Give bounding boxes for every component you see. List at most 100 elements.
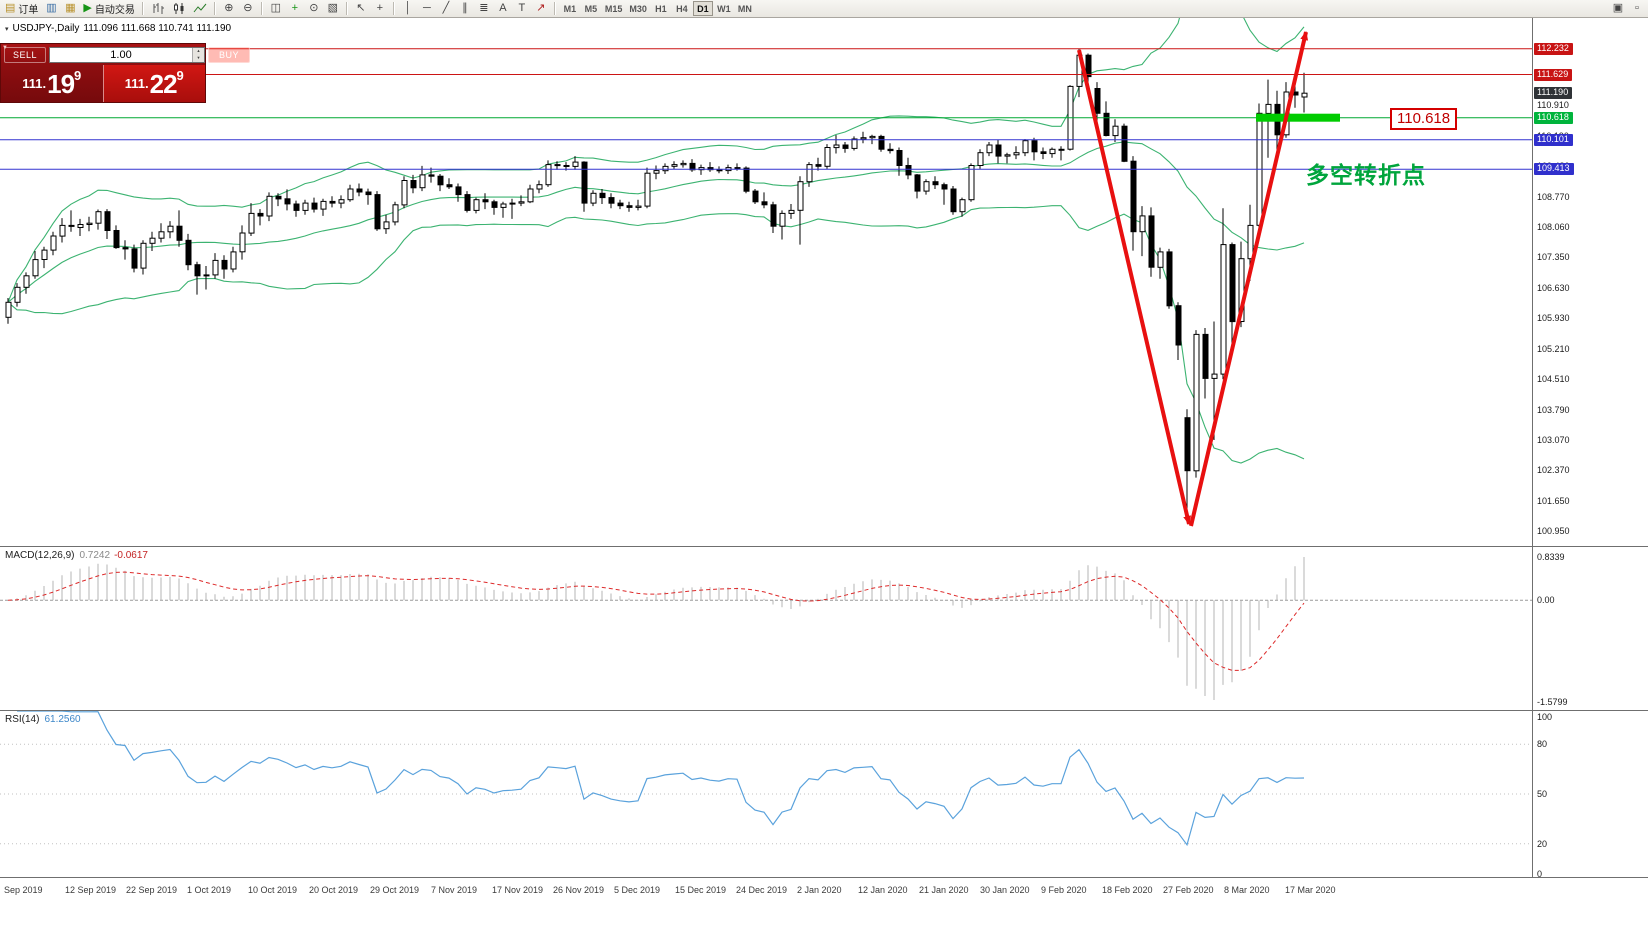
- symbol-marker-icon: ▾: [5, 25, 9, 33]
- macd-chart[interactable]: [0, 547, 1532, 710]
- charts-grid-button[interactable]: ▥: [42, 1, 60, 17]
- periods-button[interactable]: ⊙: [305, 1, 323, 17]
- time-axis-label: 30 Jan 2020: [980, 885, 1030, 895]
- time-axis-label: 24 Dec 2019: [736, 885, 788, 895]
- macd-scale-zero: 0.00: [1537, 595, 1555, 606]
- trendline-tool-button[interactable]: ╱: [437, 1, 455, 17]
- candlestick-chart-button[interactable]: [169, 1, 189, 17]
- rsi-panel: RSI(14) 61.2560 100 80 50 20 0: [0, 710, 1648, 879]
- minimize-window-button[interactable]: ▫: [1628, 1, 1646, 17]
- macd-histogram: [16, 557, 1305, 700]
- sell-price-prefix: 111.: [22, 76, 47, 91]
- timeframe-button-mn[interactable]: MN: [735, 1, 755, 16]
- autotrading-button[interactable]: ▶ 自动交易: [80, 1, 137, 17]
- timeframe-button-h4[interactable]: H4: [672, 1, 692, 16]
- time-axis-label: 17 Nov 2019: [492, 885, 544, 895]
- price-chart[interactable]: [0, 18, 1532, 546]
- zoom-out-button[interactable]: ⊖: [239, 1, 257, 17]
- text-tool-button[interactable]: A: [494, 1, 512, 17]
- sell-price[interactable]: 111. 19 9: [1, 65, 104, 102]
- price-level-tag: 110.618: [1534, 111, 1573, 124]
- price-scale[interactable]: 110.910110.190109.480108.770108.060107.3…: [1532, 18, 1648, 546]
- fibonacci-tool-button[interactable]: ≣: [475, 1, 493, 17]
- rsi-tick: 50: [1537, 789, 1548, 799]
- profiles-icon: ▦: [65, 2, 76, 14]
- panel-collapse-icon[interactable]: ▼: [2, 45, 8, 51]
- lot-size-control: ▲ ▼: [49, 46, 205, 63]
- timeframe-button-m15[interactable]: M15: [602, 1, 626, 16]
- trend-arrow-up[interactable]: [1189, 31, 1309, 527]
- time-axis-label: 15 Dec 2019: [675, 885, 727, 895]
- time-axis-label: 12 Sep 2019: [65, 885, 117, 895]
- channel-tool-button[interactable]: ∥: [456, 1, 474, 17]
- timeframe-button-m1[interactable]: M1: [560, 1, 580, 16]
- price-level-tag: 109.413: [1534, 163, 1574, 176]
- macd-label: MACD(12,26,9) 0.7242 -0.0617: [5, 550, 148, 561]
- new-order-button[interactable]: ▤ 订单: [2, 1, 41, 17]
- time-axis-label: 12 Jan 2020: [858, 885, 908, 895]
- vertical-line-icon: │: [404, 2, 412, 14]
- time-axis-label: 27 Feb 2020: [1163, 885, 1214, 895]
- time-axis[interactable]: Sep 2019 12 Sep 2019 22 Sep 2019 1 Oct 2019…: [0, 879, 1648, 942]
- tile-windows-button[interactable]: ◫: [267, 1, 285, 17]
- candlestick-chart-icon: [173, 3, 184, 14]
- lot-size-input[interactable]: [50, 47, 192, 62]
- rsi-scale[interactable]: 100 80 50 20 0: [1532, 711, 1648, 879]
- timeframe-button-h1[interactable]: H1: [651, 1, 671, 16]
- price-tick: 108.060: [1537, 222, 1570, 233]
- bar-chart-button[interactable]: [148, 1, 168, 17]
- rsi-chart[interactable]: [0, 711, 1532, 877]
- periods-clock-icon: ⊙: [309, 2, 319, 14]
- time-axis-label: 21 Jan 2020: [919, 885, 969, 895]
- label-tool-button[interactable]: T: [513, 1, 531, 17]
- cursor-icon: ↖: [356, 2, 366, 14]
- sell-button[interactable]: SELL: [4, 46, 46, 63]
- autotrading-play-icon: ▶: [83, 2, 92, 14]
- lot-increase-button[interactable]: ▲: [193, 47, 204, 55]
- charts-grid-icon: ▥: [46, 2, 57, 14]
- rsi-name: RSI(14): [5, 714, 40, 725]
- macd-scale-min: -1.5799: [1537, 697, 1568, 707]
- line-chart-button[interactable]: [190, 1, 210, 17]
- candles: [5, 48, 1308, 522]
- buy-button[interactable]: BUY: [208, 46, 250, 63]
- toolbar-separator: [260, 2, 263, 15]
- bar-chart-icon: [153, 3, 164, 14]
- vertical-line-tool-button[interactable]: │: [399, 1, 417, 17]
- buy-price[interactable]: 111. 22 9: [103, 65, 205, 102]
- new-order-icon: ▤: [5, 2, 16, 14]
- support-zone-highlight[interactable]: [1256, 113, 1340, 122]
- crosshair-button[interactable]: +: [371, 1, 389, 17]
- price-tick: 108.770: [1537, 191, 1570, 202]
- trend-arrow-down[interactable]: [1077, 49, 1192, 525]
- horizontal-line-tool-button[interactable]: ─: [418, 1, 436, 17]
- timeframe-button-m5[interactable]: M5: [581, 1, 601, 16]
- rsi-tick: 20: [1537, 838, 1548, 849]
- price-tick: 106.630: [1537, 283, 1570, 294]
- time-axis-label: 2 Jan 2020: [797, 885, 842, 895]
- timeframe-button-m30[interactable]: M30: [626, 1, 650, 16]
- zoom-in-button[interactable]: ⊕: [220, 1, 238, 17]
- timeframe-button-d1[interactable]: D1: [692, 1, 713, 16]
- profiles-button[interactable]: ▦: [61, 1, 79, 17]
- lot-spinner: ▲ ▼: [192, 47, 204, 62]
- time-axis-label: 1 Oct 2019: [187, 885, 232, 895]
- lot-decrease-button[interactable]: ▼: [193, 54, 204, 62]
- turning-point-note[interactable]: 多空转折点: [1306, 162, 1426, 188]
- toolbar-separator: [141, 2, 144, 15]
- cursor-button[interactable]: ↖: [352, 1, 370, 17]
- time-axis-label: 20 Oct 2019: [309, 885, 359, 895]
- time-axis-label: 8 Mar 2020: [1224, 885, 1270, 895]
- timeframe-button-w1[interactable]: W1: [714, 1, 734, 16]
- arrows-tool-button[interactable]: ↗: [532, 1, 550, 17]
- toolbar-separator: [345, 2, 348, 15]
- indicators-button[interactable]: +: [286, 1, 304, 17]
- minimize-window-icon: ▫: [1635, 2, 1639, 14]
- restore-window-button[interactable]: ▣: [1609, 1, 1627, 17]
- templates-button[interactable]: ▧: [324, 1, 342, 17]
- macd-scale[interactable]: 0.8339 0.00 -1.5799: [1532, 547, 1648, 710]
- time-axis-label: 5 Dec 2019: [614, 885, 661, 895]
- symbol-name: USDJPY-,Daily: [12, 23, 80, 34]
- restore-window-icon: ▣: [1612, 2, 1624, 14]
- level-callout[interactable]: 110.618: [1390, 108, 1458, 130]
